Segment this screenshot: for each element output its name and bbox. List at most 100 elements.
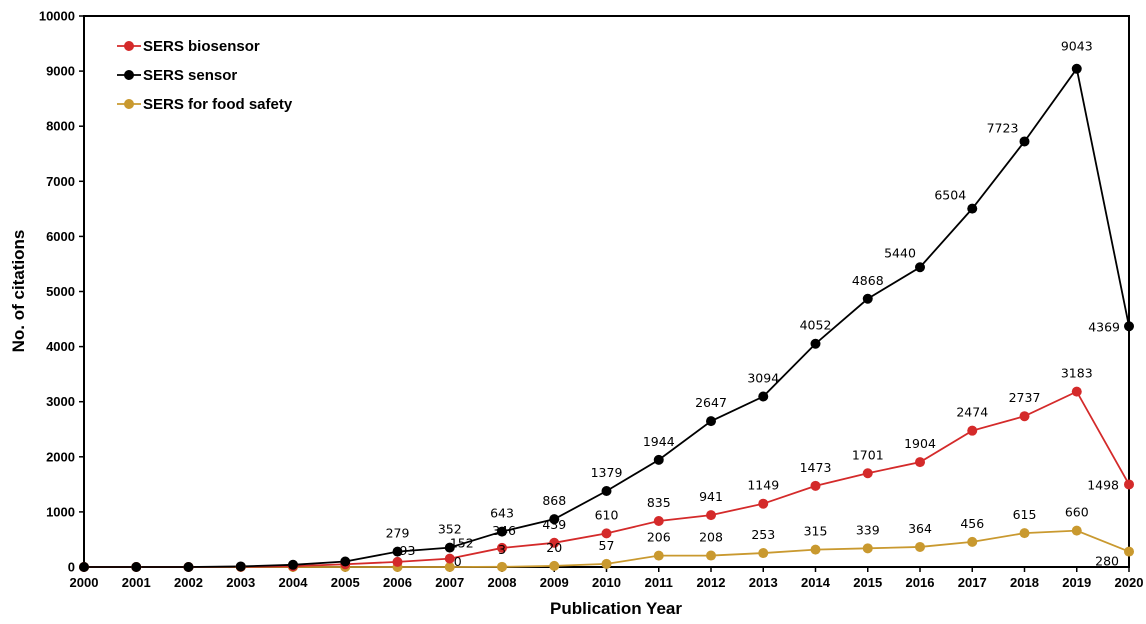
data-label: 2647 (695, 395, 727, 410)
data-label: 339 (856, 522, 880, 537)
data-label: 1498 (1087, 477, 1119, 492)
data-label: 456 (960, 516, 984, 531)
data-point (288, 559, 298, 570)
data-point (131, 562, 142, 572)
data-point (1124, 546, 1134, 557)
data-label: 1379 (591, 465, 623, 480)
data-point (392, 556, 403, 567)
data-point (444, 542, 455, 553)
x-tick-label: 2006 (383, 575, 412, 590)
data-point (444, 553, 455, 564)
data-point (1019, 528, 1030, 539)
data-point (1124, 479, 1134, 490)
y-tick-label: 2000 (46, 449, 75, 464)
data-point (1071, 386, 1082, 397)
data-label: 1944 (643, 434, 675, 449)
data-point (235, 561, 246, 572)
y-tick-label: 10000 (39, 9, 75, 24)
y-tick-label: 8000 (46, 119, 75, 134)
series-layer (79, 63, 1134, 572)
legend-marker (124, 41, 134, 51)
data-label: 4369 (1088, 319, 1120, 334)
x-axis-title: Publication Year (550, 599, 682, 618)
data-point (601, 486, 612, 497)
data-point (862, 543, 873, 554)
x-tick-label: 2012 (697, 575, 726, 590)
plot-area (83, 15, 1130, 568)
data-point (497, 542, 507, 553)
data-point (758, 548, 769, 559)
x-tick-label: 2004 (279, 575, 309, 590)
data-label: 57 (599, 538, 615, 553)
x-tick-label: 2020 (1115, 575, 1144, 590)
data-point (967, 536, 978, 547)
x-tick-label: 2018 (1010, 575, 1039, 590)
data-point (653, 454, 664, 465)
data-point (1019, 411, 1030, 422)
legend-marker (124, 70, 134, 80)
data-label: 1701 (852, 447, 884, 462)
x-tick-label: 2013 (749, 575, 778, 590)
data-point (653, 550, 664, 561)
x-tick-label: 2008 (488, 575, 517, 590)
data-label: 2474 (956, 405, 988, 420)
data-label: 1149 (747, 478, 779, 493)
data-point (653, 515, 664, 526)
data-label: 7723 (987, 120, 1019, 135)
data-label: 152 (450, 536, 474, 551)
data-point (183, 562, 194, 572)
data-point (758, 391, 769, 402)
data-label: 9043 (1061, 39, 1093, 54)
data-label: 3 (498, 542, 506, 557)
data-label: 315 (804, 524, 828, 539)
x-tick-label: 2017 (958, 575, 987, 590)
data-label: 4052 (800, 318, 832, 333)
data-label: 280 (1095, 554, 1119, 569)
legend: SERS biosensor SERS sensor SERS for food s… (117, 38, 293, 113)
x-axis: 2000 2001 2002 2003 2004 2005 2006 2007 2008 2009… (70, 567, 1144, 590)
data-point (549, 537, 560, 548)
legend-label: SERS biosensor (143, 38, 260, 55)
y-tick-label: 7000 (46, 174, 75, 189)
data-point (601, 528, 612, 539)
data-point (862, 293, 873, 304)
data-label: 941 (699, 489, 723, 504)
data-point (1124, 321, 1134, 332)
data-label: 5440 (884, 245, 916, 260)
data-label: 93 (400, 543, 416, 558)
data-point (810, 480, 821, 491)
data-point (497, 561, 507, 572)
data-label: 2737 (1009, 390, 1041, 405)
x-tick-label: 2014 (801, 575, 831, 590)
data-label: 660 (1065, 505, 1089, 520)
legend-marker (124, 99, 134, 109)
data-label: 615 (1013, 507, 1037, 522)
x-tick-label: 2003 (226, 575, 255, 590)
y-axis-title: No. of citations (9, 230, 28, 353)
data-point (79, 562, 89, 572)
data-point (967, 203, 978, 214)
data-point (862, 468, 873, 479)
data-point (497, 526, 507, 537)
y-tick-label: 1000 (46, 504, 75, 519)
x-tick-label: 2001 (122, 575, 151, 590)
x-tick-label: 2007 (435, 575, 464, 590)
data-label: 6504 (934, 188, 966, 203)
data-label: 279 (386, 526, 410, 541)
data-point (915, 541, 925, 552)
y-tick-label: 3000 (46, 394, 75, 409)
y-tick-label: 0 (68, 560, 75, 575)
data-point (549, 560, 560, 571)
data-label: 0 (454, 554, 462, 569)
data-point (444, 562, 455, 572)
legend-label: SERS sensor (143, 67, 237, 84)
data-point (706, 416, 716, 427)
data-label: 20 (546, 540, 562, 555)
data-labels: 93 152 346 439 610 835 941 1149 1473 1701 1904 2474… (386, 39, 1120, 569)
x-tick-label: 2010 (592, 575, 621, 590)
data-point (706, 510, 716, 521)
y-tick-label: 5000 (46, 284, 75, 299)
data-point (915, 457, 925, 468)
data-label: 610 (595, 507, 619, 522)
